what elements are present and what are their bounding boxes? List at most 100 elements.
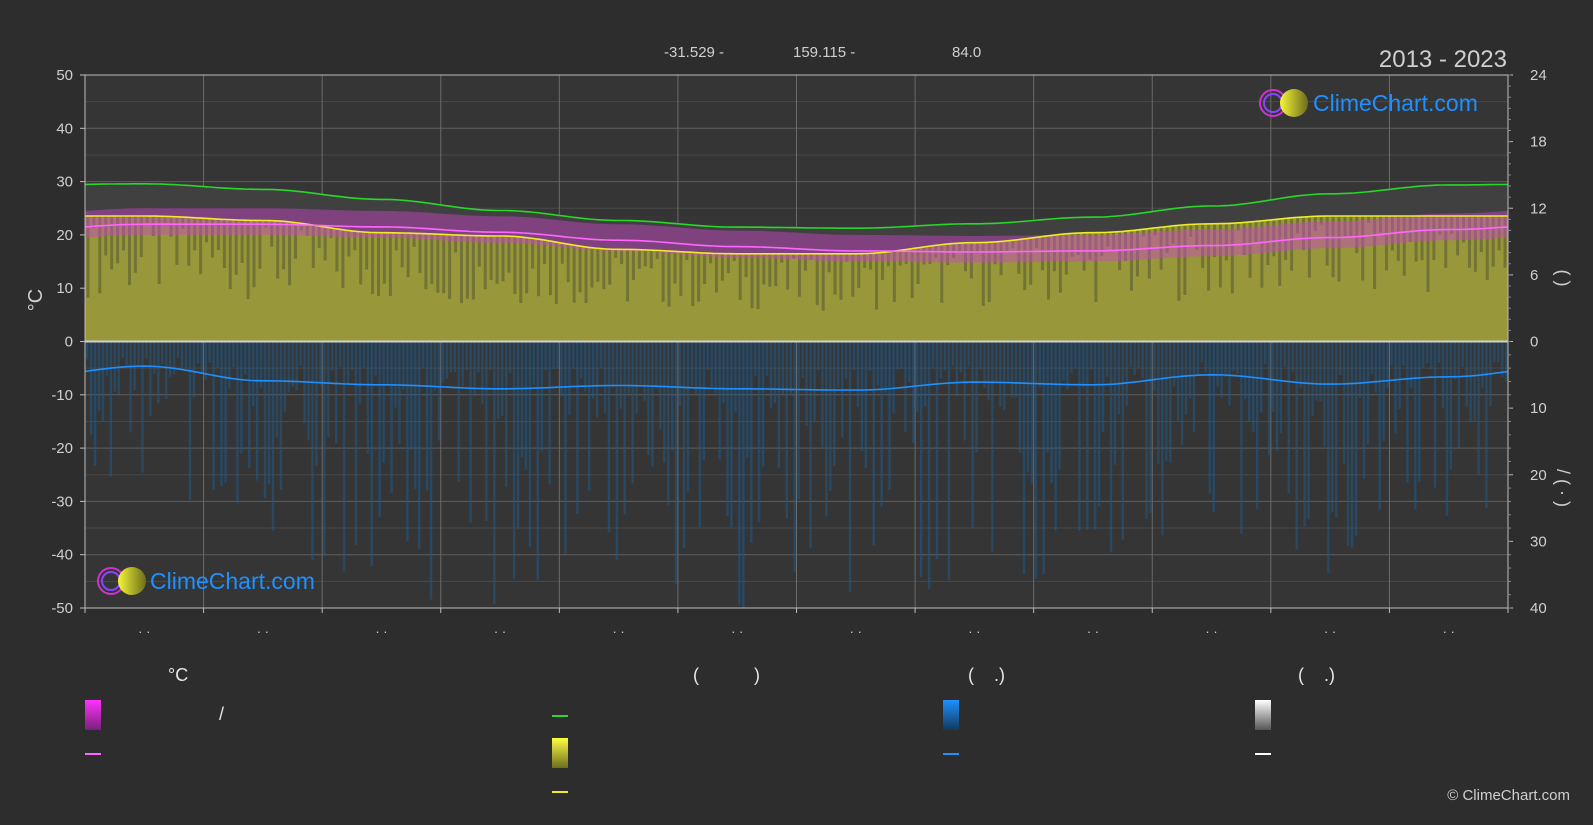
- precipitation-bar: [1263, 341, 1267, 365]
- precipitation-bar: [1307, 341, 1310, 519]
- precipitation-bar: [1066, 341, 1069, 390]
- precipitation-bar: [548, 341, 551, 485]
- precipitation-bar: [1350, 341, 1354, 548]
- x-tick-label: · ·: [1443, 624, 1455, 639]
- left-tick-label: 50: [56, 67, 73, 84]
- sunshine-variation: [1100, 232, 1104, 257]
- precipitation-bar: [1172, 341, 1176, 387]
- sunshine-variation: [1284, 218, 1288, 260]
- sunshine-variation: [1195, 224, 1199, 250]
- precipitation-bar: [1216, 341, 1219, 387]
- sunshine-variation: [222, 219, 226, 269]
- precipitation-bar: [595, 341, 599, 418]
- sunshine-variation: [958, 243, 962, 253]
- sunshine-variation: [454, 234, 458, 253]
- sunshine-variation: [477, 235, 481, 267]
- sunshine-variation: [1171, 225, 1175, 244]
- precipitation-bar: [327, 341, 330, 438]
- precipitation-bar: [1165, 341, 1168, 462]
- x-tick-label: · ·: [375, 624, 387, 639]
- right-upper-tick-label: 24: [1530, 67, 1547, 84]
- logo-text: ClimeChart.com: [1313, 90, 1478, 116]
- precipitation-bar: [251, 341, 255, 407]
- sunshine-variation: [1503, 216, 1507, 268]
- sunshine-variation: [531, 238, 535, 269]
- precipitation-bar: [920, 341, 923, 578]
- precipitation-bar: [1485, 341, 1488, 509]
- precipitation-bar: [441, 341, 445, 383]
- precipitation-bar: [1062, 341, 1065, 382]
- sunshine-variation: [614, 249, 618, 258]
- sunshine-variation: [1005, 240, 1009, 253]
- precipitation-bar: [465, 341, 468, 371]
- sunshine-variation: [1242, 222, 1246, 255]
- sunshine-variation: [1029, 238, 1033, 285]
- sunshine-variation: [418, 233, 422, 273]
- precipitation-bar: [1370, 341, 1374, 374]
- logo-bottom[interactable]: ClimeChart.com: [97, 567, 315, 595]
- legend-swatch-sunshine: [552, 738, 568, 768]
- precipitation-bar: [425, 341, 429, 491]
- precipitation-bar: [852, 341, 856, 371]
- precipitation-bar: [718, 341, 721, 460]
- precipitation-bar: [418, 341, 421, 550]
- precipitation-bar: [1082, 341, 1085, 389]
- sunshine-variation: [151, 216, 155, 236]
- x-tick-label: · ·: [1205, 624, 1217, 639]
- sunshine-variation: [139, 216, 143, 257]
- sunshine-variation: [880, 252, 884, 280]
- precipitation-bar: [576, 341, 579, 514]
- x-tick-label: · ·: [612, 624, 624, 639]
- precipitation-bar: [196, 341, 200, 364]
- precipitation-bar: [923, 341, 927, 407]
- sunshine-variation: [175, 216, 179, 265]
- sunshine-variation: [104, 216, 108, 256]
- precipitation-bar: [168, 341, 172, 377]
- x-tick-label: · ·: [1087, 624, 1099, 639]
- precipitation-bar: [1429, 341, 1433, 370]
- precipitation-bar: [876, 341, 879, 386]
- precipitation-bar: [184, 341, 188, 368]
- legend-title-temperature: °C: [168, 665, 189, 685]
- sunshine-variation: [590, 247, 594, 288]
- sunshine-variation: [869, 253, 873, 270]
- precipitation-bar: [469, 341, 472, 523]
- precipitation-bar: [1117, 341, 1121, 415]
- precipitation-bar: [971, 341, 974, 528]
- precipitation-bar: [686, 341, 690, 492]
- precipitation-bar: [244, 341, 247, 375]
- logo-top[interactable]: ClimeChart.com: [1259, 89, 1478, 117]
- precipitation-bar: [113, 341, 117, 392]
- precipitation-bar: [726, 341, 729, 517]
- sunshine-variation: [685, 252, 689, 261]
- sunshine-variation: [1218, 223, 1222, 288]
- precipitation-bar: [568, 341, 571, 415]
- precipitation-bar: [1362, 341, 1366, 480]
- sunshine-variation: [744, 253, 748, 278]
- sunshine-variation: [205, 218, 209, 243]
- sunshine-variation: [875, 252, 879, 310]
- precipitation-bar: [172, 341, 176, 375]
- sunshine-variation: [1230, 223, 1234, 294]
- sunshine-variation: [1450, 216, 1454, 234]
- precipitation-bar: [1390, 341, 1393, 366]
- precipitation-bar: [967, 341, 970, 367]
- sunshine-variation: [928, 246, 932, 265]
- right-upper-tick-label: 18: [1530, 134, 1547, 151]
- precipitation-bar: [1465, 341, 1468, 407]
- left-tick-label: 20: [56, 227, 73, 244]
- precipitation-bar: [888, 341, 891, 490]
- sunshine-variation: [1058, 234, 1062, 293]
- precipitation-bar: [750, 341, 753, 544]
- sunshine-variation: [1070, 233, 1074, 257]
- precipitation-bar: [299, 341, 302, 366]
- sunshine-variation: [430, 233, 434, 284]
- precipitation-bar: [773, 341, 777, 404]
- precipitation-bar: [224, 341, 227, 483]
- sunshine-variation: [655, 250, 659, 259]
- precipitation-bar: [1374, 341, 1377, 393]
- precipitation-bar: [1505, 341, 1508, 382]
- precipitation-bar: [975, 341, 978, 453]
- x-tick-label: · ·: [257, 624, 269, 639]
- sunshine-variation: [667, 251, 671, 307]
